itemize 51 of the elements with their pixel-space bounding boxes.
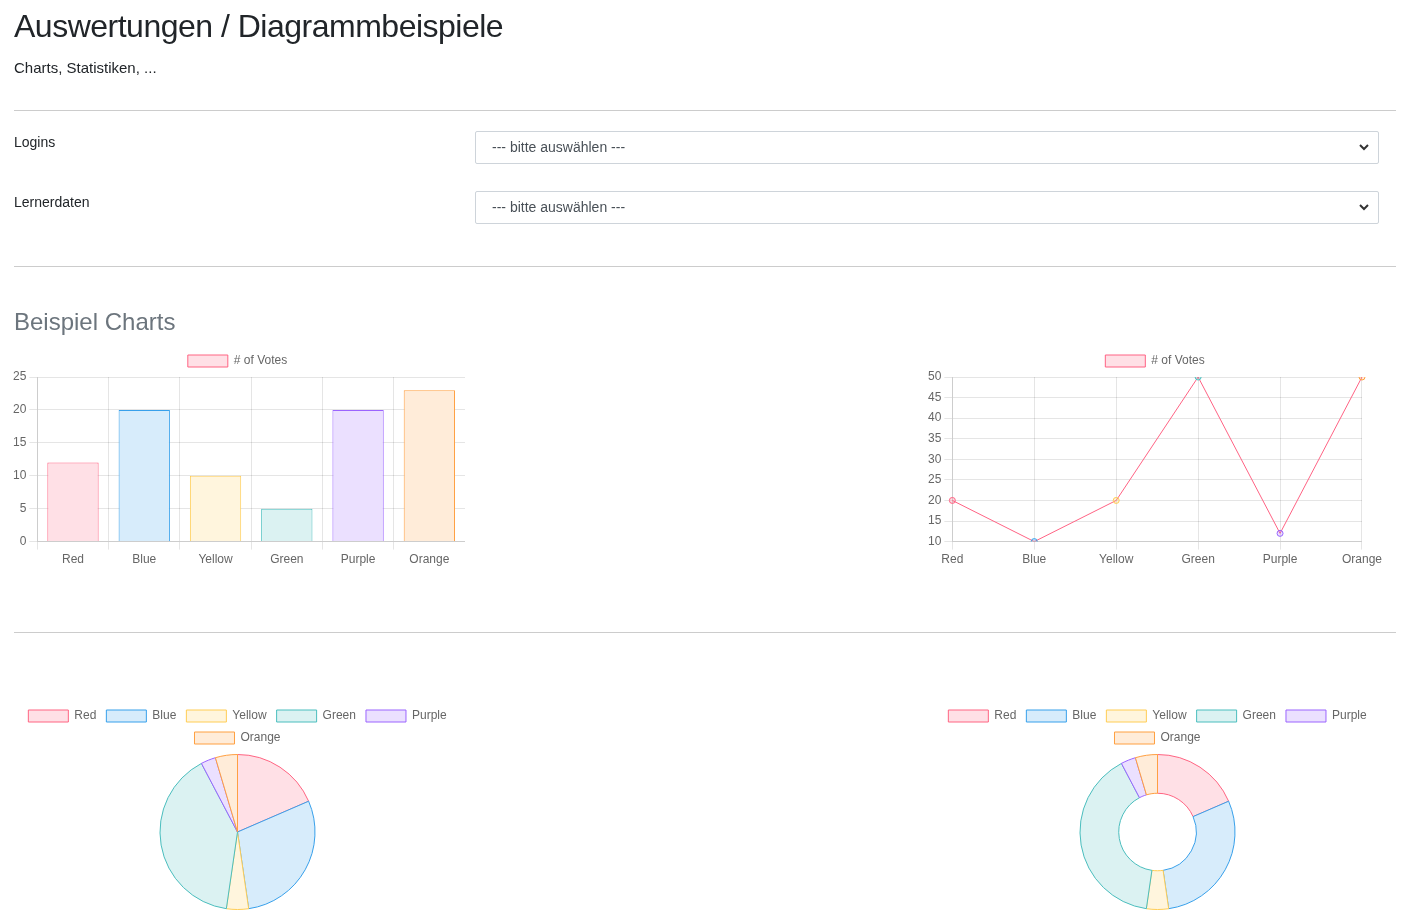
y-tick-label: 20 <box>927 492 942 507</box>
legend-label: Orange <box>240 730 281 745</box>
x-tick-label: Green <box>270 552 304 567</box>
text: Beispiel Charts <box>14 308 176 336</box>
dropdown-field: --- bitte auswählen --- <box>475 131 1379 164</box>
y-tick-label: 0 <box>19 533 27 548</box>
y-tick-label: 20 <box>12 402 27 417</box>
y-tick-label: 15 <box>12 435 27 450</box>
point <box>948 496 956 504</box>
x-tick-label: Blue <box>132 552 157 567</box>
x-tick-label: Yellow <box>198 552 233 567</box>
legend-label: # of Votes <box>1151 353 1205 368</box>
point <box>1276 529 1284 537</box>
y-tick-label: 50 <box>927 369 942 384</box>
legend-label: Blue <box>1072 708 1097 723</box>
legend-label: Yellow <box>1152 708 1187 723</box>
x-tick-label: Purple <box>1262 552 1298 567</box>
legend-label: Green <box>322 708 356 723</box>
dropdown-field: --- bitte auswählen --- <box>475 191 1379 224</box>
legend-label: Orange <box>1160 730 1201 745</box>
text: Auswertungen / Diagrammbeispiele <box>14 8 504 45</box>
legend-label: Purple <box>411 708 447 723</box>
y-tick-label: 40 <box>927 410 942 425</box>
x-tick-label: Red <box>61 552 84 567</box>
legend-label: # of Votes <box>233 353 288 368</box>
legend-label: Yellow <box>232 708 267 723</box>
y-tick-label: 10 <box>12 468 27 483</box>
y-tick-label: 25 <box>927 472 942 487</box>
y-tick-label: 10 <box>927 533 942 548</box>
x-tick-label: Green <box>1181 552 1215 567</box>
x-tick-label: Orange <box>409 552 450 567</box>
y-tick-label: 25 <box>12 369 27 384</box>
legend-label: Green <box>1242 708 1276 723</box>
y-tick-label: 30 <box>927 451 942 466</box>
text: Logins <box>14 134 56 150</box>
legend-label: Blue <box>152 708 177 723</box>
x-tick-label: Yellow <box>1099 552 1134 567</box>
point <box>1112 496 1120 504</box>
legend-label: Red <box>994 708 1017 723</box>
text: Lernerdaten <box>14 194 90 210</box>
x-tick-label: Purple <box>340 552 376 567</box>
x-tick-label: Blue <box>1022 552 1047 567</box>
text: Charts, Statistiken, ... <box>14 59 157 76</box>
y-tick-label: 45 <box>927 389 942 404</box>
y-tick-label: 35 <box>927 431 942 446</box>
x-tick-label: Red <box>941 552 964 567</box>
y-tick-label: 15 <box>927 513 942 528</box>
x-tick-label: Orange <box>1341 552 1383 567</box>
legend-label: Red <box>74 708 97 723</box>
y-tick-label: 5 <box>19 500 27 515</box>
legend-label: Purple <box>1331 708 1367 723</box>
